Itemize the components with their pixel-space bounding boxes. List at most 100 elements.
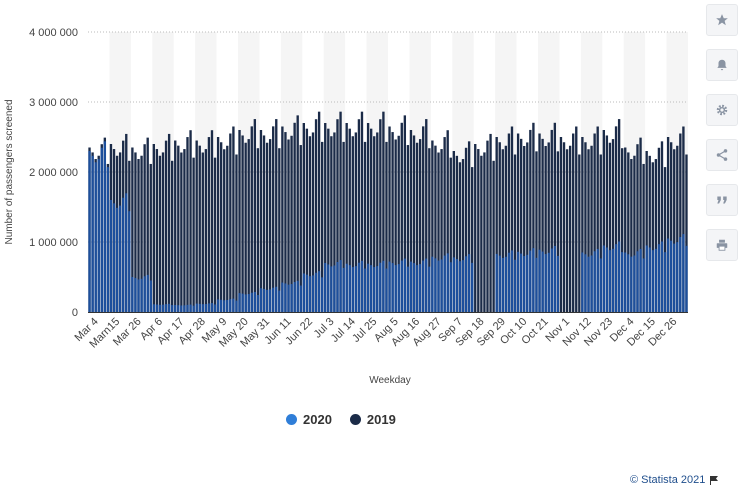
bar-2019[interactable] <box>388 126 391 313</box>
bar-2019[interactable] <box>357 119 361 312</box>
bar-2020[interactable] <box>360 260 364 312</box>
bar-2020[interactable] <box>321 277 324 312</box>
bar-2020[interactable] <box>290 284 293 312</box>
bar-2019[interactable] <box>400 122 403 312</box>
bar-2019[interactable] <box>617 119 621 312</box>
bar-2019[interactable] <box>189 130 192 312</box>
bar-2020[interactable] <box>541 251 544 312</box>
bar-2019[interactable] <box>351 136 354 312</box>
bar-2020[interactable] <box>458 261 462 312</box>
bar-2020[interactable] <box>259 288 263 312</box>
bar-2019[interactable] <box>556 151 560 312</box>
bar-2019[interactable] <box>177 145 180 312</box>
bar-2019[interactable] <box>510 126 514 313</box>
bar-2020[interactable] <box>146 274 149 312</box>
bar-2019[interactable] <box>363 141 367 312</box>
bar-2019[interactable] <box>666 137 670 312</box>
bar-2019[interactable] <box>376 132 379 312</box>
bar-2020[interactable] <box>134 278 137 312</box>
bar-2020[interactable] <box>324 263 327 312</box>
bar-2020[interactable] <box>278 290 281 312</box>
bar-2020[interactable] <box>523 256 526 312</box>
bar-2020[interactable] <box>666 238 670 313</box>
bar-2020[interactable] <box>516 251 520 312</box>
bar-2020[interactable] <box>584 254 587 312</box>
bar-2020[interactable] <box>247 294 250 312</box>
bar-2020[interactable] <box>415 265 419 312</box>
bar-2019[interactable] <box>336 119 339 312</box>
bar-2019[interactable] <box>296 115 299 313</box>
bar-2020[interactable] <box>382 260 385 312</box>
bar-2019[interactable] <box>492 160 495 312</box>
bar-2020[interactable] <box>379 262 382 312</box>
bar-2019[interactable] <box>651 162 654 312</box>
bar-2019[interactable] <box>195 140 198 313</box>
bar-2020[interactable] <box>376 266 379 312</box>
bar-2020[interactable] <box>180 305 183 312</box>
bar-2020[interactable] <box>112 203 116 312</box>
bar-2019[interactable] <box>669 142 673 312</box>
bar-2019[interactable] <box>146 137 149 312</box>
bar-2020[interactable] <box>272 287 275 312</box>
bar-2020[interactable] <box>495 253 498 312</box>
bar-2019[interactable] <box>397 135 400 312</box>
bar-2019[interactable] <box>167 133 171 312</box>
bar-2019[interactable] <box>489 133 492 312</box>
bar-2020[interactable] <box>149 280 152 313</box>
bar-2019[interactable] <box>498 142 501 312</box>
bar-2019[interactable] <box>412 135 416 312</box>
bar-2019[interactable] <box>575 126 578 313</box>
bar-2020[interactable] <box>158 304 162 312</box>
bar-2020[interactable] <box>507 252 511 312</box>
bar-2019[interactable] <box>452 151 455 312</box>
bar-2019[interactable] <box>256 148 260 312</box>
bar-2019[interactable] <box>406 145 410 312</box>
bar-2019[interactable] <box>660 141 664 312</box>
bar-2019[interactable] <box>685 154 688 313</box>
bar-2019[interactable] <box>238 130 241 312</box>
bar-2020[interactable] <box>373 267 376 312</box>
bar-2019[interactable] <box>657 147 661 312</box>
bar-2020[interactable] <box>207 303 211 312</box>
legend-item-2019[interactable]: 2019 <box>349 412 396 427</box>
bar-2020[interactable] <box>174 305 177 312</box>
bar-2019[interactable] <box>213 157 217 312</box>
bar-2019[interactable] <box>639 137 642 312</box>
bar-2020[interactable] <box>265 289 269 312</box>
bar-2019[interactable] <box>568 145 572 312</box>
bar-2019[interactable] <box>131 147 134 313</box>
bar-2020[interactable] <box>544 254 547 312</box>
bar-2019[interactable] <box>474 144 477 312</box>
bar-2020[interactable] <box>611 248 615 312</box>
bar-2019[interactable] <box>164 140 168 312</box>
bar-2019[interactable] <box>143 144 146 312</box>
bar-2020[interactable] <box>238 293 241 312</box>
bar-2019[interactable] <box>137 159 140 312</box>
bar-2020[interactable] <box>455 259 459 312</box>
bar-2019[interactable] <box>171 160 174 312</box>
bar-2019[interactable] <box>513 154 517 313</box>
bar-2019[interactable] <box>458 162 462 312</box>
bar-2019[interactable] <box>342 141 345 312</box>
bar-2019[interactable] <box>541 138 544 312</box>
bar-2020[interactable] <box>232 298 235 312</box>
bar-2019[interactable] <box>483 152 486 312</box>
bar-2020[interactable] <box>204 304 208 312</box>
bar-2020[interactable] <box>428 266 431 312</box>
bar-2019[interactable] <box>480 155 483 312</box>
bar-2019[interactable] <box>293 122 296 312</box>
bar-2020[interactable] <box>281 282 284 312</box>
bar-2020[interactable] <box>167 303 171 312</box>
bar-2019[interactable] <box>565 149 569 312</box>
bar-2019[interactable] <box>648 155 651 312</box>
bar-2020[interactable] <box>268 289 272 312</box>
bar-2020[interactable] <box>679 237 682 312</box>
bar-2019[interactable] <box>501 149 504 312</box>
bar-2019[interactable] <box>455 155 459 312</box>
bar-2020[interactable] <box>657 244 661 312</box>
bar-2019[interactable] <box>290 135 293 312</box>
bar-2019[interactable] <box>247 139 250 312</box>
bar-2019[interactable] <box>562 142 566 312</box>
bar-2019[interactable] <box>578 154 581 313</box>
bar-2019[interactable] <box>354 132 358 312</box>
